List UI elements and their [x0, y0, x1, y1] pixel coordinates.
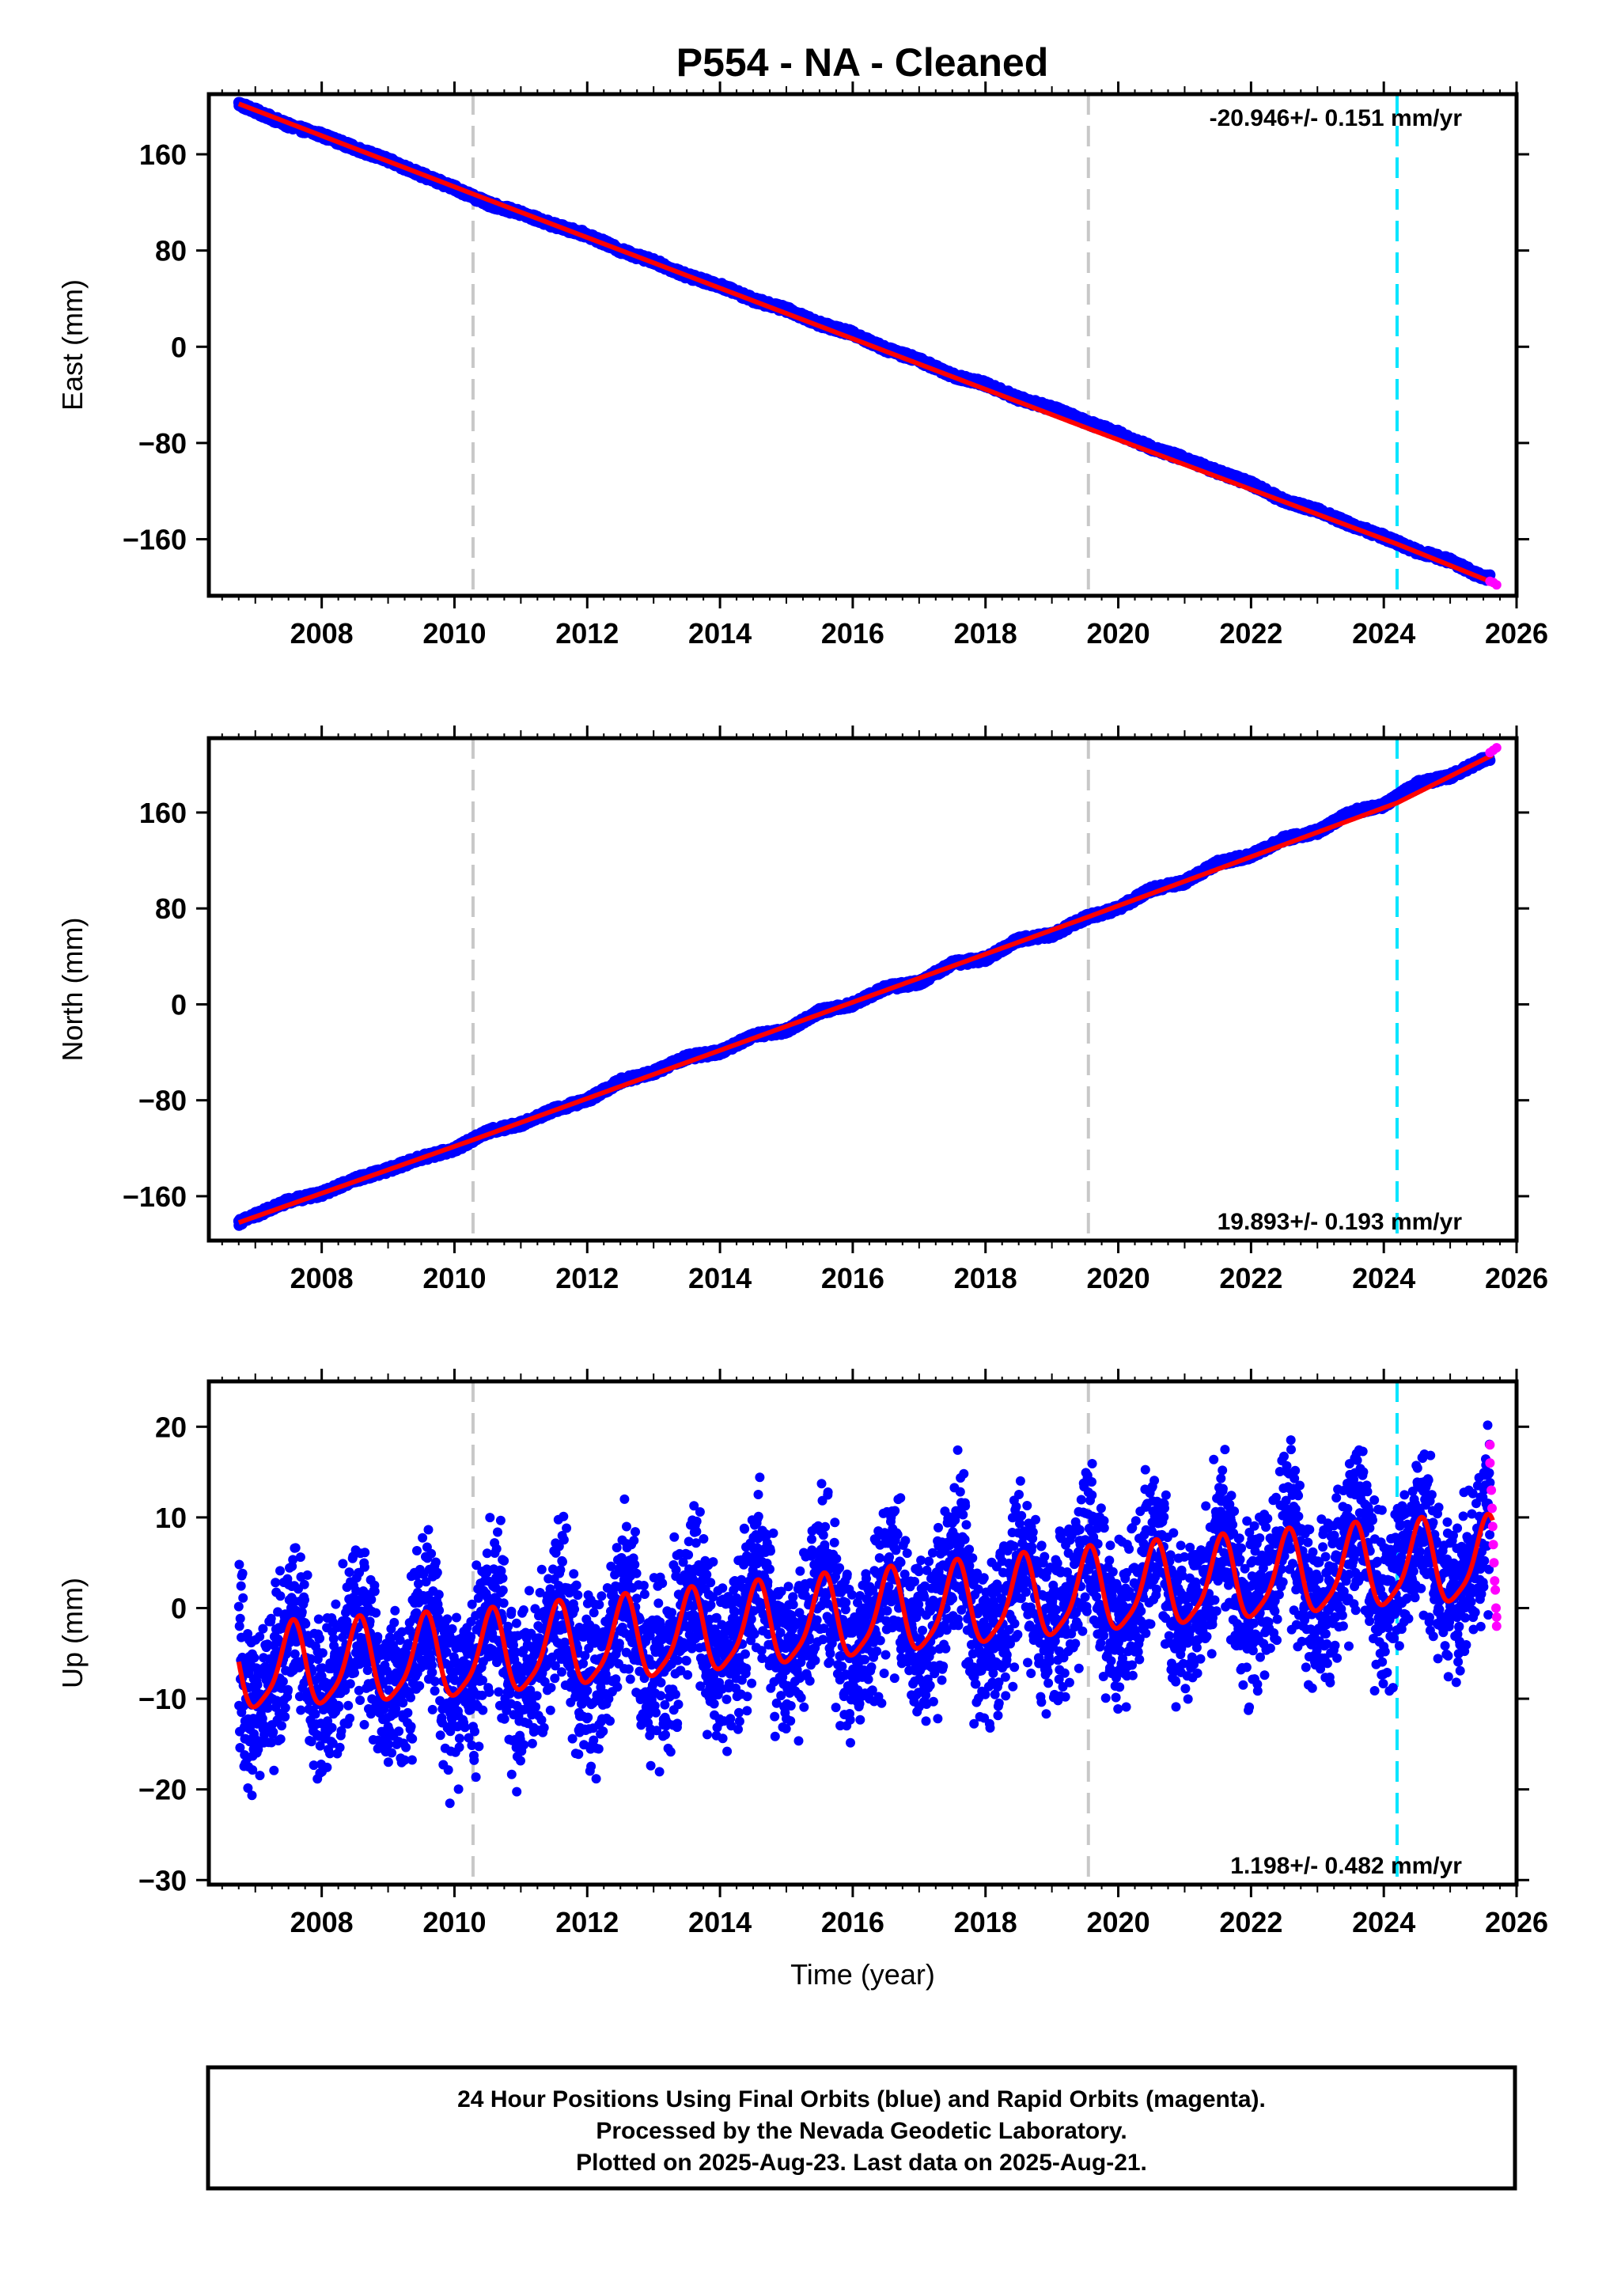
- east-rapid-orbit-points: [1485, 576, 1502, 590]
- north-panel: 2008 2010 2012 2014 2016 2018 2020 2022 2024 2026…: [56, 726, 1548, 1294]
- y-tick-label: 0: [171, 331, 187, 363]
- east-y-axis-label: East (mm): [56, 279, 89, 411]
- figure-title: P554 - NA - Cleaned: [676, 40, 1049, 85]
- east-plot-area: [233, 94, 1502, 596]
- y-tick-label: −80: [138, 427, 187, 460]
- x-tick-label: 2010: [422, 617, 486, 650]
- y-tick-label: −160: [123, 524, 187, 556]
- x-tick-label: 2024: [1352, 617, 1415, 650]
- rapid-orbit-point: [1491, 580, 1502, 590]
- east-y-axis: −160 −80 0 80 160: [123, 138, 1529, 556]
- x-tick-label: 2014: [688, 617, 752, 650]
- x-tick-label: 2026: [1485, 617, 1548, 650]
- x-tick-label: 2008: [290, 617, 354, 650]
- y-tick-label: 80: [155, 235, 187, 267]
- y-tick-label: 160: [139, 138, 187, 171]
- north-plot-area: [233, 738, 1502, 1241]
- east-model-fit-line: [237, 101, 1494, 585]
- x-tick-label: 2016: [821, 617, 884, 650]
- x-tick-label: 2022: [1219, 617, 1282, 650]
- east-rate-label: -20.946+/- 0.151 mm/yr: [1210, 105, 1463, 131]
- x-tick-label: 2018: [954, 617, 1017, 650]
- east-panel: 2008 2010 2012 2014 2016 2018 2020 2022 2024 2026…: [56, 81, 1548, 650]
- x-tick-label: 2012: [555, 617, 619, 650]
- x-tick-label: 2020: [1087, 617, 1150, 650]
